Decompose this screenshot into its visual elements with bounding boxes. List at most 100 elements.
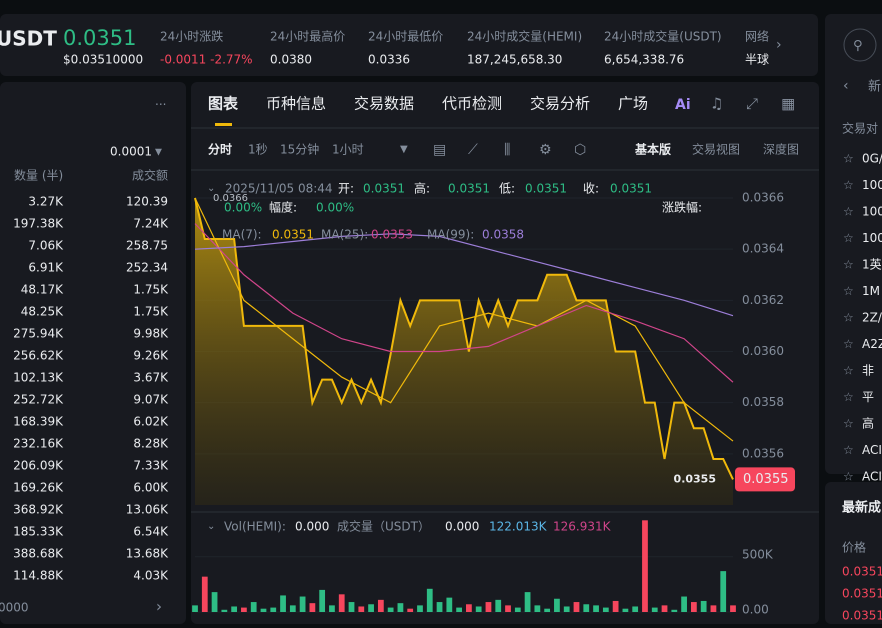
order-amount: 6.00K bbox=[133, 481, 169, 495]
scroll-arrow[interactable]: › bbox=[776, 37, 782, 53]
volume-bar bbox=[642, 520, 648, 612]
stat-label: 网络 bbox=[745, 29, 769, 44]
tab[interactable]: 图表 bbox=[208, 95, 239, 113]
volume-bar bbox=[466, 604, 472, 612]
footer: 0000 bbox=[0, 601, 29, 615]
info-label: 幅度: bbox=[269, 200, 297, 215]
volume-bar bbox=[417, 605, 423, 612]
symbol: USDT bbox=[0, 27, 57, 51]
tab[interactable]: 币种信息 bbox=[266, 95, 326, 113]
interval[interactable]: 1秒 bbox=[248, 143, 268, 157]
more-button[interactable]: ··· bbox=[155, 98, 166, 112]
y-tick-label: 0.0362 bbox=[742, 293, 784, 307]
favorite-star[interactable]: ☆ bbox=[843, 337, 854, 351]
volume-bar bbox=[661, 605, 668, 612]
info-label: 涨跌幅: bbox=[662, 200, 702, 215]
order-qty: 206.09K bbox=[13, 459, 64, 473]
column-header: 数量 (半) bbox=[14, 168, 63, 183]
market-item[interactable]: 100 bbox=[862, 205, 882, 219]
market-item[interactable]: 1M bbox=[862, 284, 880, 298]
favorite-star[interactable]: ☆ bbox=[843, 364, 854, 378]
trade-price: 0.0351 bbox=[842, 587, 882, 601]
interval[interactable]: 15分钟 bbox=[280, 142, 319, 157]
y-tick-label: 0.0356 bbox=[742, 446, 784, 460]
order-amount: 1.75K bbox=[133, 305, 169, 319]
market-item[interactable]: 2Z/ bbox=[862, 311, 882, 325]
favorite-star[interactable]: ☆ bbox=[843, 152, 854, 166]
volume-bar bbox=[563, 606, 570, 612]
favorite-star[interactable]: ☆ bbox=[843, 311, 854, 325]
layout-button[interactable]: ▦ bbox=[781, 95, 795, 113]
view-option[interactable]: 交易视图 bbox=[692, 142, 740, 157]
market-item[interactable]: 非 bbox=[862, 364, 874, 378]
order-amount: 9.98K bbox=[133, 327, 169, 341]
price-line bbox=[194, 197, 734, 480]
volume-bar bbox=[602, 607, 609, 612]
tool-icon[interactable]: ⟋ bbox=[468, 142, 478, 158]
alert-button[interactable]: ♫ bbox=[710, 95, 723, 113]
last-price: 0.0351 bbox=[63, 26, 136, 50]
tab[interactable]: 交易分析 bbox=[530, 95, 590, 113]
interval[interactable]: 分时 bbox=[208, 142, 232, 157]
info-value: 0.00% bbox=[224, 201, 262, 215]
market-item[interactable]: ACI bbox=[862, 443, 882, 457]
order-qty: 114.88K bbox=[13, 569, 64, 583]
favorite-star[interactable]: ☆ bbox=[843, 443, 854, 457]
volume-bar bbox=[690, 602, 697, 612]
market-item[interactable]: 平 bbox=[862, 390, 874, 404]
market-item[interactable]: 100 bbox=[862, 178, 882, 192]
tab[interactable]: 交易数据 bbox=[354, 95, 414, 113]
favorite-star[interactable]: ☆ bbox=[843, 178, 854, 192]
market-item[interactable]: A2Z bbox=[862, 337, 882, 351]
market-item[interactable]: 0G/ bbox=[862, 152, 882, 166]
volume-bar bbox=[387, 607, 394, 612]
tool-icon[interactable]: ⫼ bbox=[504, 142, 510, 158]
order-amount: 13.06K bbox=[126, 503, 169, 517]
volume-bar bbox=[397, 603, 404, 612]
favorite-star[interactable]: ☆ bbox=[843, 231, 854, 245]
view-option[interactable]: 深度图 bbox=[763, 142, 799, 157]
favorite-star[interactable]: ☆ bbox=[843, 470, 854, 484]
order-qty: 275.94K bbox=[13, 327, 64, 341]
search-box[interactable] bbox=[843, 28, 877, 62]
stat-label: 24小时成交量(HEMI) bbox=[467, 29, 582, 44]
next-arrow[interactable]: › bbox=[156, 598, 162, 616]
order-amount: 252.34 bbox=[126, 261, 168, 275]
order-amount: 6.02K bbox=[133, 415, 169, 429]
volume-bar bbox=[201, 576, 208, 612]
stat-value: 半球 bbox=[745, 53, 769, 67]
order-amount: 6.54K bbox=[133, 525, 169, 539]
market-item[interactable]: ACI bbox=[862, 470, 882, 484]
ai-button[interactable]: Ai bbox=[675, 97, 691, 113]
fullscreen-button[interactable]: ⤢ bbox=[746, 95, 759, 113]
market-panel bbox=[825, 14, 882, 474]
order-qty: 6.91K bbox=[28, 261, 64, 275]
info-value: 0.0351 bbox=[525, 182, 567, 196]
market-tab[interactable]: 新 bbox=[868, 79, 881, 95]
view-option[interactable]: 基本版 bbox=[634, 142, 671, 157]
vol-usdt-value: 0.000 bbox=[445, 520, 479, 534]
tool-icon[interactable]: ⬡ bbox=[574, 142, 586, 158]
tick-size[interactable]: 0.0001 bbox=[110, 145, 152, 159]
info-date: 2025/11/05 08:44 bbox=[225, 182, 333, 196]
favorite-star[interactable]: ☆ bbox=[843, 205, 854, 219]
info-label: 收: bbox=[583, 182, 599, 196]
market-item[interactable]: 高 bbox=[862, 416, 874, 431]
interval[interactable]: 1小时 bbox=[332, 143, 364, 157]
favorite-star[interactable]: ☆ bbox=[843, 258, 854, 272]
tool-icon[interactable]: ▤ bbox=[433, 142, 446, 158]
tab[interactable]: 代币检测 bbox=[442, 95, 502, 113]
favorite-star[interactable]: ☆ bbox=[843, 390, 854, 404]
interval-dropdown[interactable]: ▼ bbox=[400, 144, 408, 155]
tool-icon[interactable]: ⚙ bbox=[539, 142, 552, 158]
volume-bar bbox=[612, 600, 619, 612]
tab[interactable]: 广场 bbox=[618, 95, 648, 113]
price-usd: $0.03510000 bbox=[63, 53, 143, 67]
favorite-star[interactable]: ☆ bbox=[843, 284, 854, 298]
back-arrow[interactable]: ‹ bbox=[843, 78, 849, 94]
market-item[interactable]: 1英 bbox=[862, 258, 882, 272]
market-item[interactable]: 100 bbox=[862, 231, 882, 245]
ma-label: MA(7): bbox=[222, 228, 262, 242]
order-qty: 388.68K bbox=[13, 547, 64, 561]
favorite-star[interactable]: ☆ bbox=[843, 417, 854, 431]
